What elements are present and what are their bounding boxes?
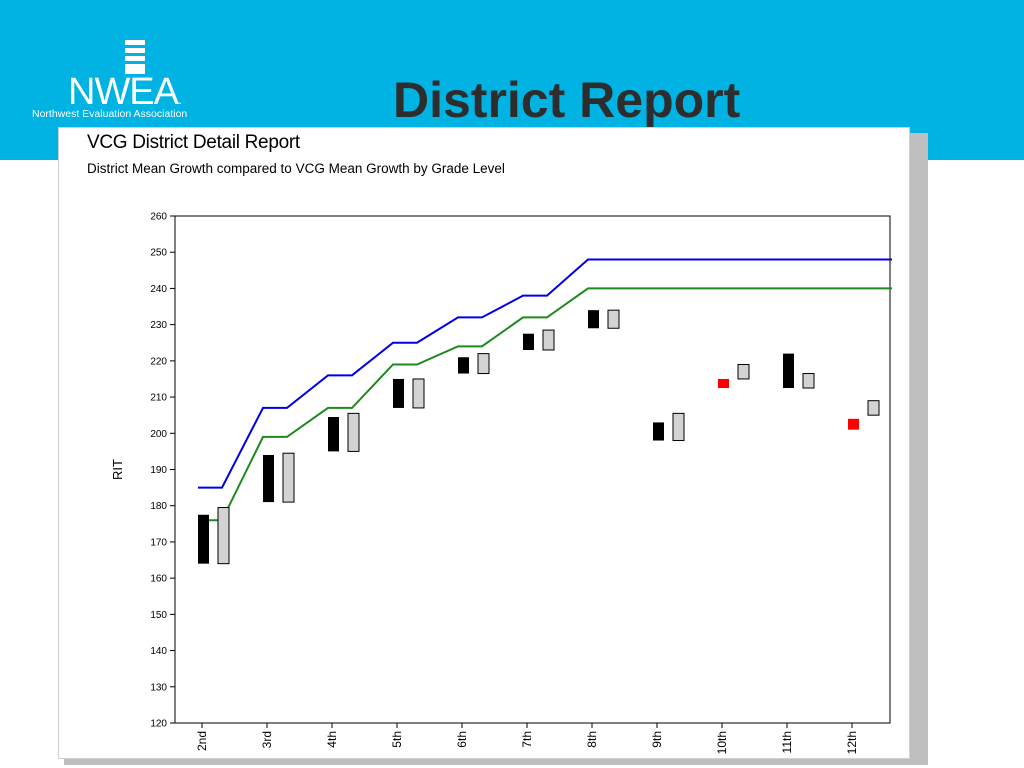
district-bar [393, 378, 404, 408]
district-bar [458, 357, 469, 374]
x-tick-label: 10th [715, 731, 729, 754]
y-tick-label: 140 [150, 646, 167, 657]
vcg-bar [802, 373, 815, 389]
plot-frame [174, 215, 891, 724]
report-subtitle: District Mean Growth compared to VCG Mea… [87, 161, 505, 176]
y-tick-label: 160 [150, 574, 167, 585]
vcg-bar [867, 400, 880, 416]
y-tick-label: 250 [150, 248, 167, 259]
vcg-bar [412, 378, 425, 409]
y-tick-label: 210 [150, 393, 167, 404]
district-bar [328, 416, 339, 452]
y-tick-label: 260 [150, 212, 167, 223]
y-tick-label: 190 [150, 465, 167, 476]
y-tick-label: 150 [150, 610, 167, 621]
vcg-bar [672, 412, 685, 442]
district-bar [263, 455, 274, 503]
x-tick-label: 2nd [195, 731, 209, 751]
x-tick-label: 12th [845, 731, 859, 754]
x-tick-label: 6th [455, 731, 469, 748]
vcg-bar [737, 363, 750, 380]
x-tick-label: 8th [585, 731, 599, 748]
y-tick-label: 220 [150, 356, 167, 367]
growth-line-2 [198, 287, 892, 522]
district-bar [783, 353, 794, 389]
y-axis-label: RIT [110, 459, 125, 480]
y-tick-label: 240 [150, 284, 167, 295]
y-tick-label: 200 [150, 429, 167, 440]
district-bar [718, 378, 729, 389]
x-tick-label: 9th [650, 731, 664, 748]
vcg-bar [217, 507, 230, 565]
x-tick-label: 5th [390, 731, 404, 748]
vcg-bar [477, 353, 490, 375]
y-tick-label: 230 [150, 320, 167, 331]
vcg-bar [347, 412, 360, 452]
district-bar [523, 333, 534, 350]
vcg-bar [282, 452, 295, 503]
report-panel: VCG District Detail Report District Mean… [58, 127, 910, 759]
slide-title: District Report [393, 72, 741, 128]
y-tick-label: 170 [150, 537, 167, 548]
vcg-bar [542, 329, 555, 351]
y-tick-label: 120 [150, 719, 167, 730]
vcg-bar [607, 309, 620, 329]
x-tick-label: 3rd [260, 731, 274, 748]
district-bar [653, 422, 664, 441]
district-bar [198, 514, 209, 564]
y-tick-label: 180 [150, 501, 167, 512]
report-title: VCG District Detail Report [87, 132, 300, 153]
logo-tagline: Northwest Evaluation Association [32, 108, 188, 120]
logo-name: NWEA. [68, 71, 182, 113]
y-tick-label: 130 [150, 682, 167, 693]
x-tick-label: 11th [780, 731, 794, 753]
district-bar [588, 310, 599, 329]
x-tick-label: 7th [520, 731, 534, 748]
growth-line-1 [198, 258, 892, 489]
x-tick-label: 4th [325, 731, 339, 748]
nwea-logo: NWEA. Northwest Evaluation Association [32, 40, 207, 124]
district-bar [848, 418, 859, 430]
nwea-logo-mark [125, 40, 145, 74]
growth-chart: 120 130 140 150 160 170 180 190 200 210 220 230 240 2… [110, 212, 892, 754]
